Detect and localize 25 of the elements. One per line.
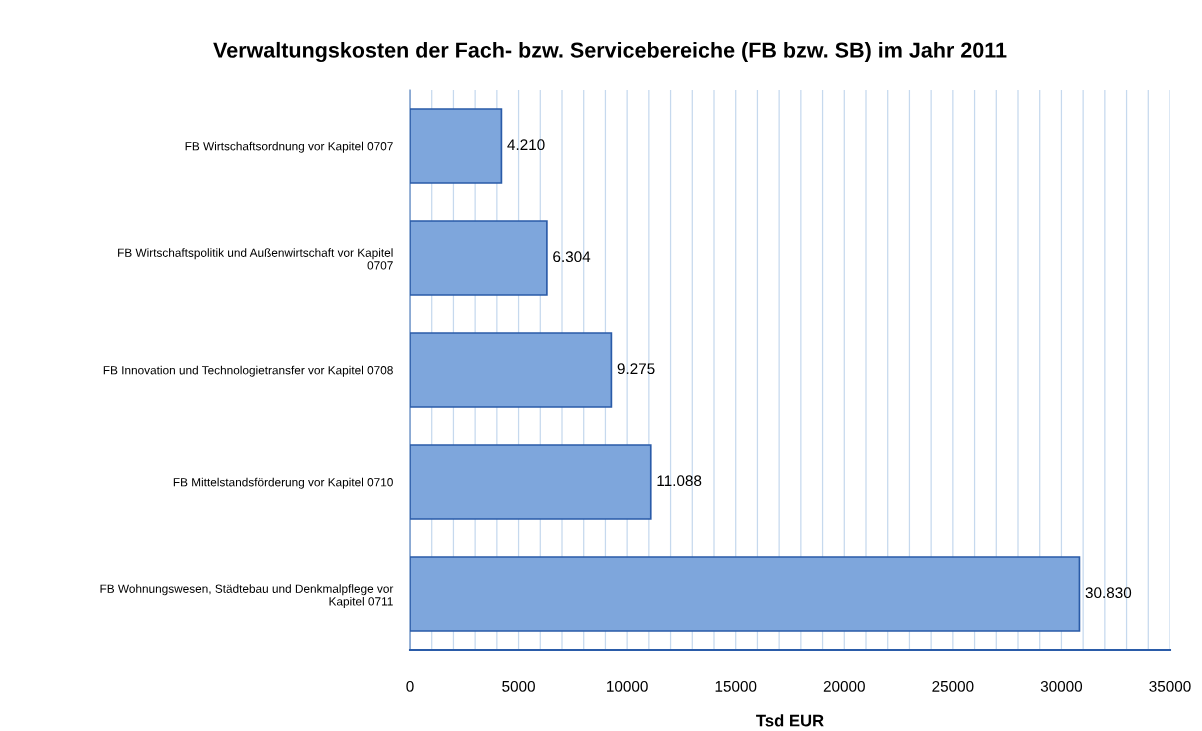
x-tick-label: 15000 <box>715 680 757 692</box>
y-tick-label: FB Mittelstandsförderung vor Kapitel 0710 <box>173 477 393 489</box>
x-tick-label: 5000 <box>502 680 535 692</box>
x-tick-label: 30000 <box>1040 680 1083 692</box>
y-tick-label: FB Wirtschaftsordnung vor Kapitel 0707 <box>185 141 393 153</box>
bar <box>410 332 613 408</box>
x-tick-label: 20000 <box>823 680 865 692</box>
y-tick-label: FB Wirtschaftspolitik und Außenwirtschaft vor Kapitel 0707 <box>118 248 393 270</box>
x-tick-label: 0 <box>406 680 414 692</box>
data-label: 6.304 <box>553 251 591 263</box>
chart-title: Verwaltungskosten der Fach- bzw. Servicebereiche (FB bzw. SB) im Jahr 2011 <box>213 41 1007 63</box>
y-tick-label: FB Innovation und Technologietransfer vor Kapitel 0708 <box>103 365 393 377</box>
bar <box>410 108 503 184</box>
x-tick-label: 25000 <box>932 680 974 692</box>
data-label: 4.210 <box>507 139 545 151</box>
x-tick-label: 35000 <box>1149 680 1191 692</box>
bar <box>410 444 652 520</box>
data-label: 11.088 <box>657 475 702 487</box>
data-label: 30.830 <box>1085 587 1132 599</box>
x-tick-label: 10000 <box>607 680 648 692</box>
bar <box>410 556 1081 632</box>
bar <box>410 220 548 296</box>
x-axis-title: Tsd EUR <box>756 714 824 727</box>
data-label: 9.275 <box>617 363 655 375</box>
y-tick-label: FB Wohnungswesen, Städtebau und Denkmalpflege vor Kapitel 0711 <box>100 584 394 608</box>
